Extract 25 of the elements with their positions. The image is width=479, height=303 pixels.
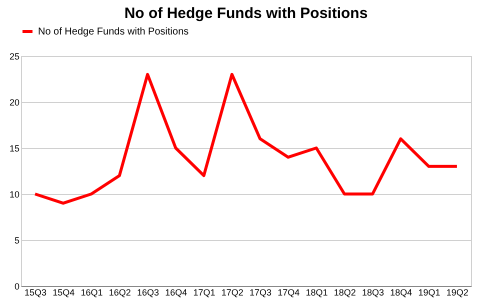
- x-tick-label: 16Q4: [165, 288, 188, 298]
- x-tick-label: 17Q1: [193, 288, 216, 298]
- x-tick-label: 16Q1: [80, 288, 103, 298]
- x-tick-label: 17Q2: [221, 288, 244, 298]
- y-tick-label: 25: [9, 52, 20, 62]
- x-tick-label: 18Q2: [334, 288, 356, 298]
- x-tick-label: 19Q2: [446, 288, 468, 298]
- chart-title: No of Hedge Funds with Positions: [124, 5, 368, 22]
- line-series: [34, 72, 458, 205]
- x-tick-label: 16Q3: [137, 288, 160, 298]
- x-tick-label: 15Q4: [52, 288, 75, 298]
- y-tick-label: 15: [9, 144, 20, 154]
- y-tick-label: 5: [14, 236, 20, 246]
- x-tick-label: 18Q3: [362, 288, 384, 298]
- y-tick-label: 10: [9, 190, 20, 200]
- x-tick-label: 16Q2: [108, 288, 131, 298]
- y-tick-label: 0: [14, 282, 20, 292]
- x-tick-label: 15Q3: [24, 288, 47, 298]
- legend-label: No of Hedge Funds with Positions: [38, 26, 189, 38]
- x-tick-label: 19Q1: [418, 288, 440, 298]
- x-tick-label: 18Q1: [306, 288, 328, 298]
- y-tick-label: 20: [9, 98, 20, 108]
- x-tick-label: 18Q4: [390, 288, 412, 298]
- x-tick-label: 17Q4: [278, 288, 300, 298]
- x-tick-label: 17Q3: [250, 288, 272, 298]
